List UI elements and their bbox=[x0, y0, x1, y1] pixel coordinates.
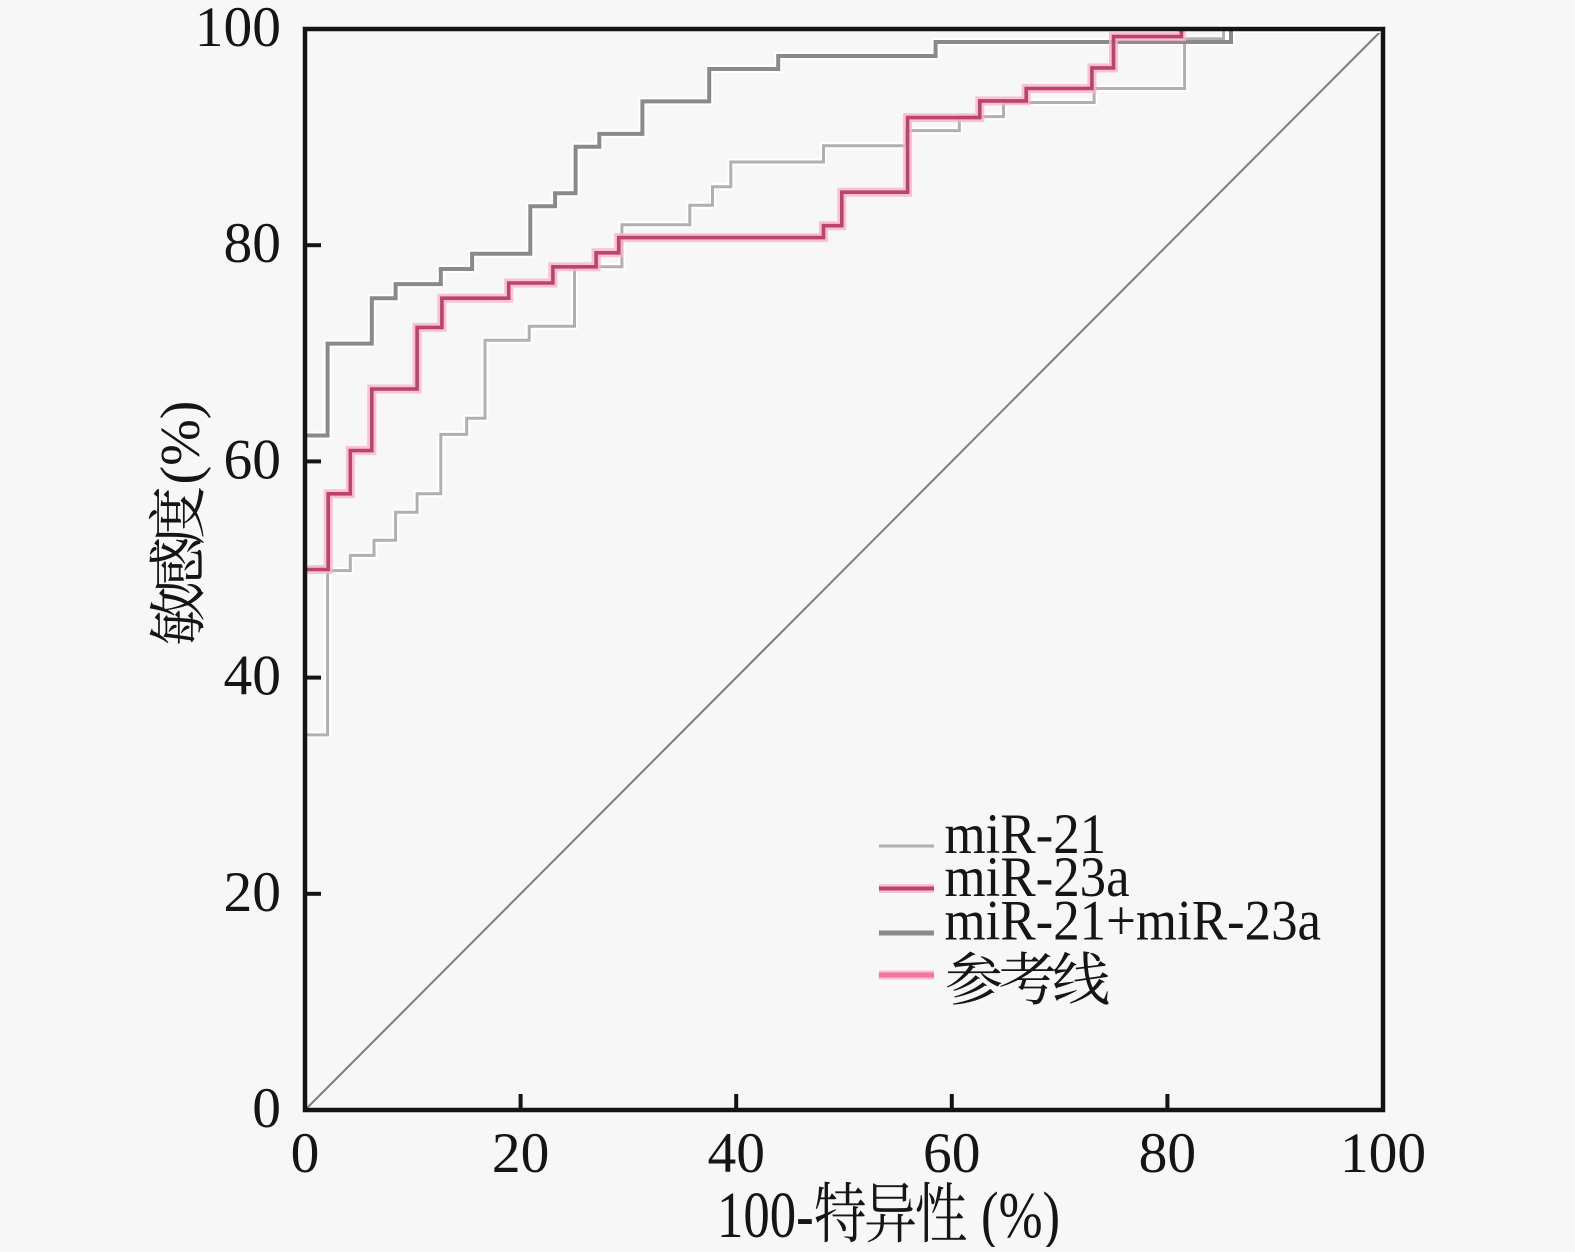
svg-text:0: 0 bbox=[291, 1122, 320, 1185]
svg-text:(%): (%) bbox=[981, 1178, 1060, 1247]
svg-text:20: 20 bbox=[224, 861, 282, 924]
svg-text:40: 40 bbox=[707, 1122, 765, 1185]
svg-text:80: 80 bbox=[224, 212, 282, 275]
svg-text:miR-21: miR-21 bbox=[945, 802, 1107, 865]
svg-text:miR-23a: miR-23a bbox=[945, 845, 1130, 908]
svg-text:100: 100 bbox=[195, 0, 281, 59]
svg-text:60: 60 bbox=[224, 428, 282, 491]
svg-text:80: 80 bbox=[1139, 1122, 1197, 1185]
svg-text:40: 40 bbox=[224, 645, 282, 708]
svg-text:(%): (%) bbox=[150, 401, 212, 485]
svg-text:0: 0 bbox=[252, 1077, 281, 1140]
svg-text:100-: 100- bbox=[717, 1178, 814, 1247]
svg-text:miR-21+miR-23a: miR-21+miR-23a bbox=[945, 889, 1322, 952]
svg-text:100: 100 bbox=[1340, 1122, 1426, 1185]
svg-text:60: 60 bbox=[923, 1122, 981, 1185]
svg-text:20: 20 bbox=[492, 1122, 550, 1185]
